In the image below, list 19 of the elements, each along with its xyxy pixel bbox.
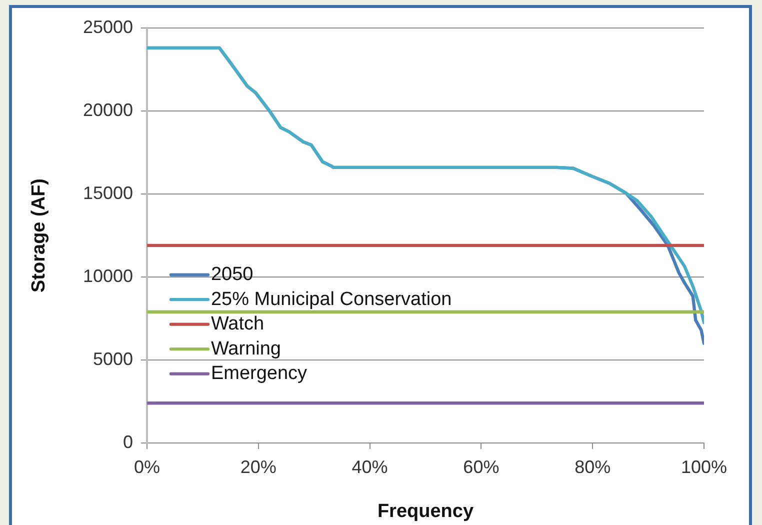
legend-label: 2050 [210,264,254,286]
y-tick-label: 20000 [82,100,133,120]
y-tick-label: 10000 [82,266,133,286]
y-tick-label: 15000 [82,182,133,203]
y-tick-label: 25000 [82,16,133,37]
legend-label: Emergency [210,363,308,384]
x-axis-title: Frequency [377,500,474,522]
y-axis-title: Storage (AF) [28,178,50,292]
x-tick-label: 20% [240,456,276,477]
legend-label: Watch [210,314,264,335]
x-tick-label: 40% [352,456,388,477]
legend-label: 25% Municipal Conservation [210,288,452,310]
x-tick-label: 0% [134,456,160,477]
x-tick-label: 60% [463,456,500,477]
x-tick-label: 100% [680,456,728,477]
y-tick-label: 5000 [92,348,133,369]
legend-label: Warning [210,338,281,360]
y-tick-label: 0 [122,432,133,452]
x-tick-label: 80% [574,456,611,477]
